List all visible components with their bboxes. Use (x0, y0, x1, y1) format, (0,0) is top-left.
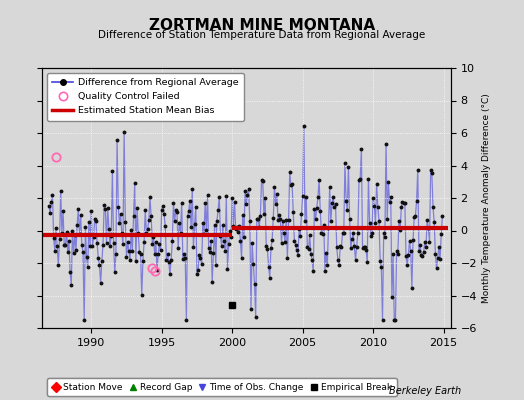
Text: ZORTMAN MINE MONTANA: ZORTMAN MINE MONTANA (149, 18, 375, 33)
Text: Difference of Station Temperature Data from Regional Average: Difference of Station Temperature Data f… (99, 30, 425, 40)
Text: Berkeley Earth: Berkeley Earth (389, 386, 461, 396)
Legend: Station Move, Record Gap, Time of Obs. Change, Empirical Break: Station Move, Record Gap, Time of Obs. C… (47, 378, 397, 396)
Y-axis label: Monthly Temperature Anomaly Difference (°C): Monthly Temperature Anomaly Difference (… (483, 93, 492, 303)
